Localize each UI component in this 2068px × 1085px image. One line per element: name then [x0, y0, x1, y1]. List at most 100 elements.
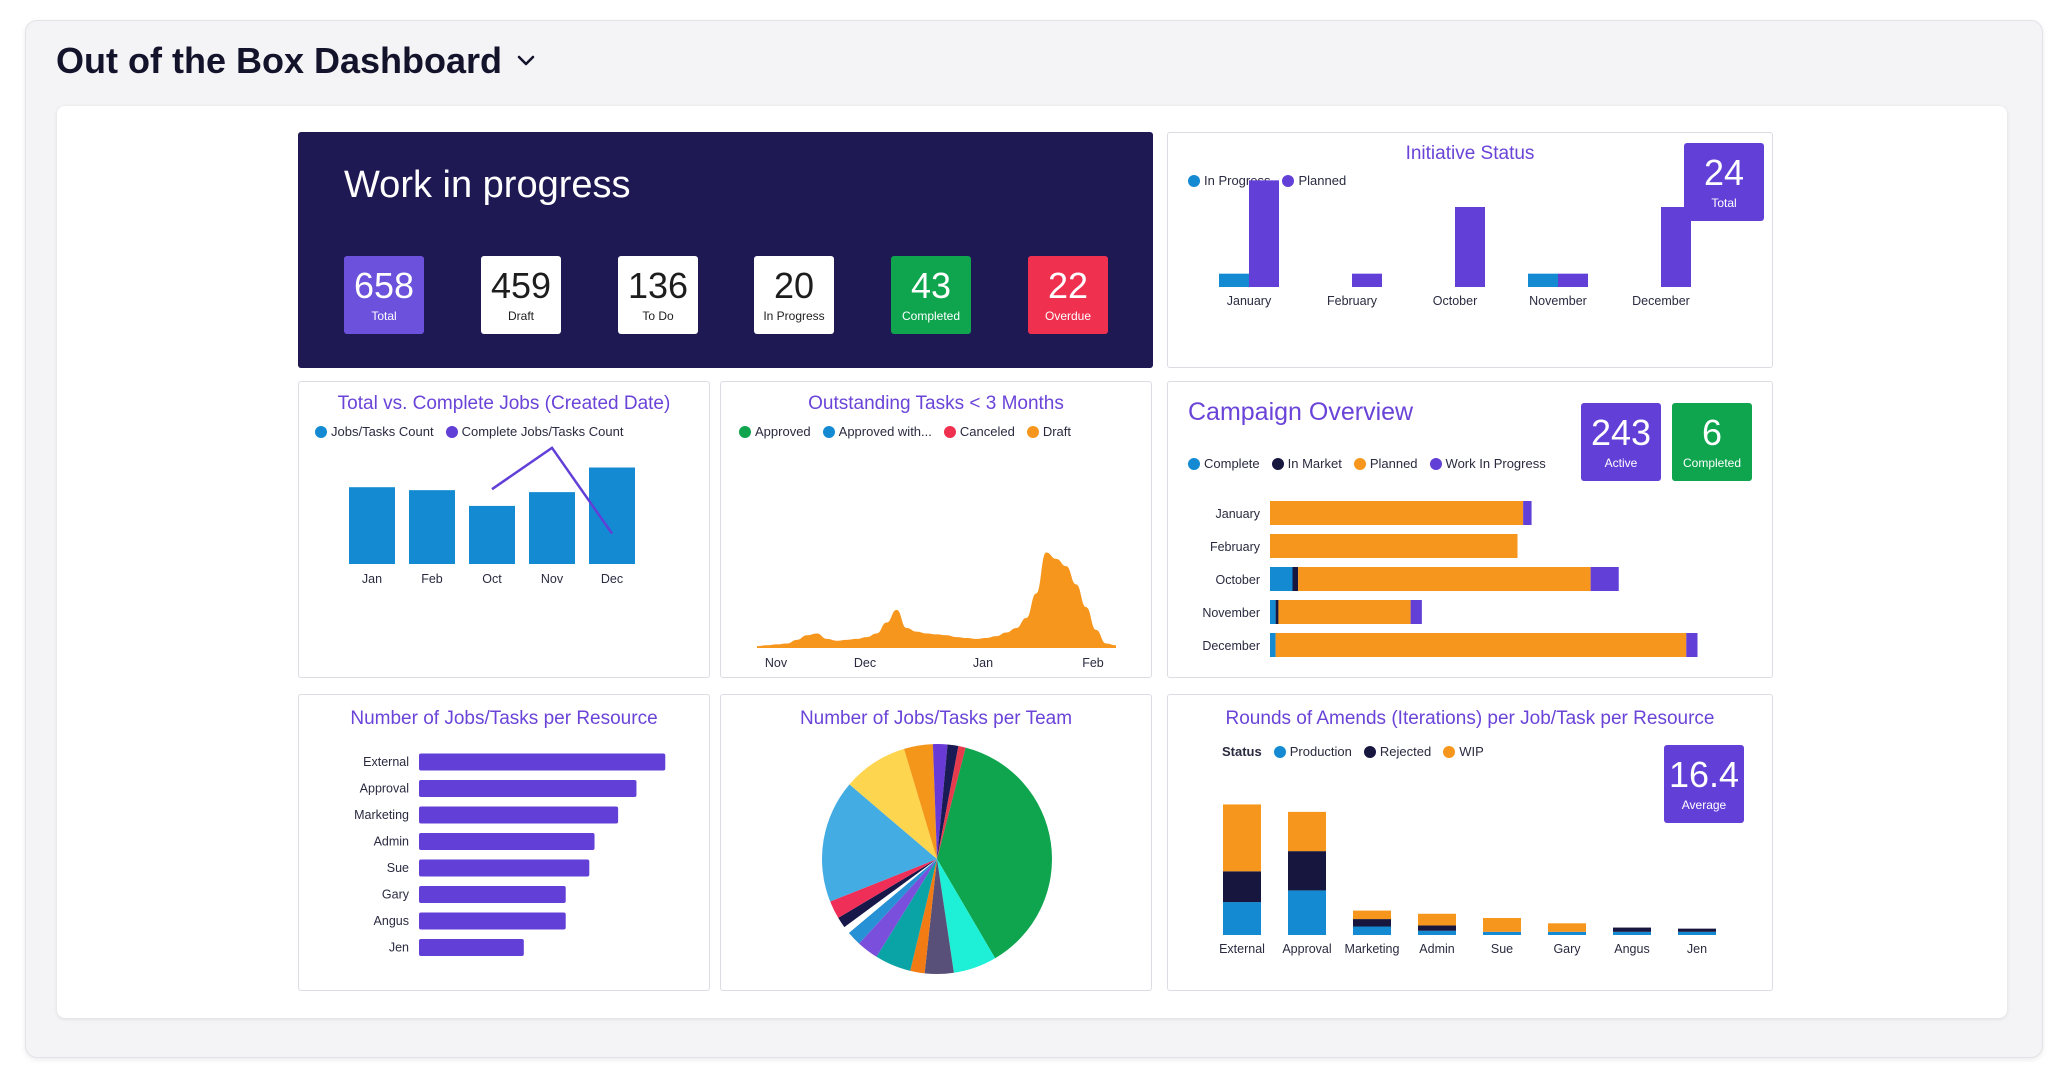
kpi-total[interactable]: 658 Total — [344, 256, 424, 334]
legend-item[interactable]: Planned — [1353, 456, 1418, 471]
pie-slice — [838, 859, 937, 928]
bar — [1558, 273, 1588, 287]
kpi-label: Completed — [1682, 456, 1742, 470]
jobs-per-team-card[interactable]: Number of Jobs/Tasks per Team — [720, 694, 1152, 991]
campaign-overview-card[interactable]: Campaign Overview Complete In Market Pla… — [1167, 381, 1773, 678]
tick-label: Jen — [1687, 942, 1707, 956]
bar — [349, 487, 395, 564]
bar — [419, 859, 590, 877]
bar-segment — [1353, 919, 1391, 927]
bar — [1661, 207, 1691, 287]
bar — [419, 806, 619, 824]
outstanding-tasks-card[interactable]: Outstanding Tasks < 3 Months Approved Ap… — [720, 381, 1152, 678]
tick-label: December — [1632, 294, 1690, 308]
kpi-label: Draft — [507, 309, 534, 323]
kpi-value: 43 — [910, 265, 952, 306]
legend-item[interactable]: Approved with... — [822, 424, 932, 439]
kpi-amends-average[interactable]: 16.4 Average — [1664, 745, 1744, 823]
kpi-draft[interactable]: 459 Draft — [481, 256, 561, 334]
bar-segment — [1275, 600, 1279, 624]
legend-item[interactable]: In Market — [1271, 456, 1342, 471]
rounds-of-amends-chart[interactable]: External Approval Marketing Admin Sue Gary Ang… — [1168, 695, 1774, 992]
legend-label: Production — [1289, 744, 1352, 759]
legend-item[interactable]: Rejected — [1363, 744, 1431, 759]
kpi-overdue[interactable]: 22 Overdue — [1028, 256, 1108, 334]
rounds-of-amends-card[interactable]: Rounds of Amends (Iterations) per Job/Ta… — [1167, 694, 1773, 991]
pie-slice — [937, 746, 966, 859]
legend-item[interactable]: Complete Jobs/Tasks Count — [445, 424, 624, 439]
total-vs-complete-card[interactable]: Total vs. Complete Jobs (Created Date) J… — [298, 381, 710, 678]
tick-label: November — [1529, 294, 1587, 308]
bar-segment — [1278, 600, 1411, 624]
draft-area — [757, 552, 1116, 648]
kpi-in-progress[interactable]: 20 In Progress — [754, 256, 834, 334]
bar — [1455, 207, 1485, 287]
tick-label: Angus — [374, 914, 409, 928]
legend-item[interactable]: Production — [1273, 744, 1352, 759]
legend-swatch — [1273, 745, 1286, 758]
legend-swatch — [315, 425, 327, 438]
legend-label: In Market — [1287, 456, 1342, 471]
tick-label: Nov — [541, 572, 564, 586]
bar-segment — [1548, 931, 1586, 935]
legend-swatch — [1188, 174, 1200, 187]
tick-label: Dec — [854, 656, 876, 670]
legend-item[interactable]: Canceled — [943, 424, 1015, 439]
tick-label: Marketing — [354, 808, 409, 822]
tick-label: Gary — [1553, 942, 1581, 956]
bar-segment — [1223, 804, 1261, 872]
chevron-down-icon[interactable] — [516, 51, 536, 71]
legend-item[interactable]: WIP — [1443, 744, 1484, 759]
legend-swatch — [822, 425, 835, 438]
kpi-label: Completed — [901, 309, 961, 323]
kpi-value: 459 — [490, 265, 552, 306]
legend-item[interactable]: Jobs/Tasks Count — [315, 424, 434, 439]
legend-label: Approved — [755, 424, 811, 439]
total-vs-complete-chart[interactable]: Jan Feb Oct Nov Dec — [299, 382, 711, 679]
tick-label: February — [1327, 294, 1378, 308]
pie-slice — [910, 859, 937, 974]
tick-label: Admin — [374, 835, 409, 849]
kpi-value: 16.4 — [1668, 754, 1740, 795]
legend-item[interactable]: Complete — [1188, 456, 1260, 471]
legend-label: Complete Jobs/Tasks Count — [461, 424, 624, 439]
initiative-status-chart[interactable]: January February October November December — [1168, 133, 1774, 369]
legend-item[interactable]: Planned — [1282, 173, 1346, 188]
campaign-overview-chart[interactable]: January February October November December — [1168, 382, 1774, 679]
bar-segment — [1613, 927, 1651, 932]
chart-legend: Status Production Rejected WIP — [1222, 744, 1484, 759]
tick-label: January — [1216, 507, 1261, 521]
bar-segment — [1590, 567, 1619, 591]
kpi-label: In Progress — [763, 309, 825, 323]
legend-item[interactable]: Work In Progress — [1429, 456, 1546, 471]
legend-item[interactable]: Approved — [739, 424, 811, 439]
kpi-to-do[interactable]: 136 To Do — [618, 256, 698, 334]
work-in-progress-panel[interactable]: Work in progress 658 Total 459 Draft 136… — [298, 132, 1153, 368]
bar — [1352, 273, 1382, 287]
bar-segment — [1418, 913, 1456, 926]
jobs-per-resource-chart[interactable]: External Approval Marketing Admin Sue Gary Ang… — [299, 695, 711, 992]
tick-label: External — [1219, 942, 1265, 956]
kpi-initiative-total[interactable]: 24 Total — [1684, 143, 1764, 221]
chart-legend: Complete In Market Planned Work In Progr… — [1188, 456, 1546, 471]
kpi-campaign-active[interactable]: 243 Active — [1581, 403, 1661, 481]
legend-label: Approved with... — [838, 424, 932, 439]
bar-segment — [1418, 925, 1456, 931]
kpi-completed[interactable]: 43 Completed — [891, 256, 971, 334]
bar — [419, 780, 637, 797]
jobs-per-team-chart[interactable] — [721, 695, 1153, 992]
tick-label: Dec — [601, 572, 623, 586]
jobs-per-resource-card[interactable]: Number of Jobs/Tasks per Resource Extern… — [298, 694, 710, 991]
legend-item[interactable]: Draft — [1026, 424, 1071, 439]
legend-label: Planned — [1369, 456, 1418, 471]
tick-label: Sue — [387, 861, 409, 875]
kpi-value: 136 — [627, 265, 689, 306]
initiative-status-card[interactable]: Initiative Status In Progress Planned 24… — [1167, 132, 1773, 368]
outstanding-tasks-chart[interactable]: Nov Dec Jan Feb — [721, 382, 1153, 679]
legend-swatch — [943, 425, 956, 438]
card-title: Number of Jobs/Tasks per Team — [799, 708, 1073, 729]
kpi-campaign-completed[interactable]: 6 Completed — [1672, 403, 1752, 481]
legend-swatch — [1353, 457, 1366, 470]
dashboard-title[interactable]: Out of the Box Dashboard — [56, 40, 536, 82]
bar-segment — [1410, 600, 1422, 624]
